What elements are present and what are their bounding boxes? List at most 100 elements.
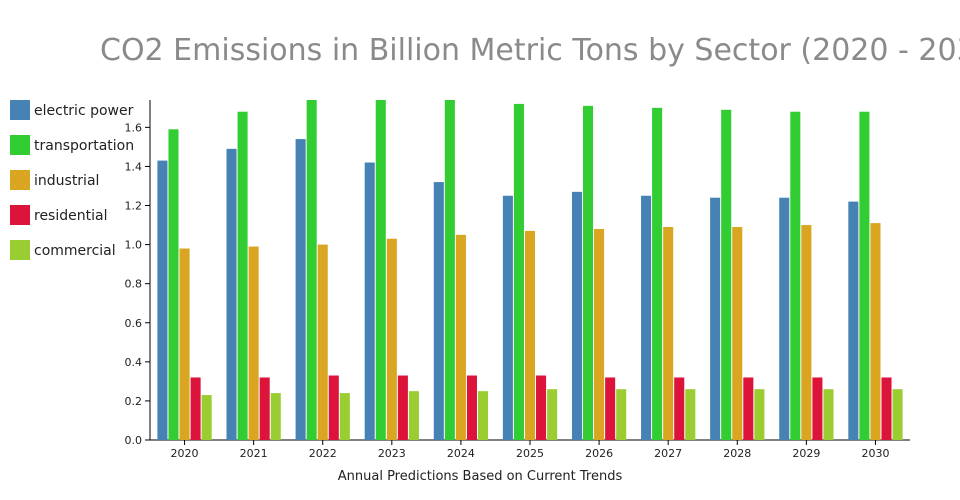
y-tick-label: 0.4 (125, 356, 143, 369)
y-tick-label: 0.6 (125, 317, 143, 330)
bar[interactable] (571, 191, 583, 440)
legend-label: electric power (34, 103, 134, 119)
bar[interactable] (732, 227, 743, 440)
bar[interactable] (754, 389, 765, 440)
x-tick-label: 2025 (516, 447, 544, 460)
legend-label: residential (34, 208, 107, 224)
legend-label: transportation (34, 138, 134, 154)
x-tick-label: 2023 (378, 447, 406, 460)
bar[interactable] (859, 111, 870, 441)
bar[interactable] (408, 391, 419, 440)
series-residential (190, 375, 892, 440)
y-tick-label: 0.8 (125, 278, 143, 291)
bar[interactable] (306, 100, 317, 440)
series-transportation (168, 100, 870, 441)
bar[interactable] (270, 393, 281, 440)
bar[interactable] (444, 100, 455, 440)
legend-item[interactable]: electric power (10, 100, 134, 120)
bar[interactable] (848, 201, 859, 440)
series-industrial (179, 223, 881, 440)
legend-swatch (10, 205, 30, 225)
bar[interactable] (201, 395, 212, 440)
bar[interactable] (881, 377, 892, 440)
bar[interactable] (226, 148, 237, 440)
bar[interactable] (721, 109, 732, 441)
bar[interactable] (168, 129, 179, 440)
bar[interactable] (179, 248, 190, 440)
legend-label: commercial (34, 243, 116, 259)
bar[interactable] (328, 375, 339, 440)
bar[interactable] (375, 100, 386, 440)
bar[interactable] (812, 377, 823, 440)
x-tick-label: 2020 (171, 447, 199, 460)
bar[interactable] (892, 389, 903, 440)
bar[interactable] (605, 377, 616, 440)
legend-swatch (10, 170, 30, 190)
bar[interactable] (547, 389, 558, 440)
bar[interactable] (779, 197, 790, 440)
bar[interactable] (674, 377, 685, 440)
x-tick-label: 2022 (309, 447, 337, 460)
bar[interactable] (386, 238, 397, 440)
bar[interactable] (652, 107, 663, 440)
bar[interactable] (524, 230, 536, 440)
bar[interactable] (594, 228, 605, 440)
series-commercial (201, 389, 903, 440)
x-tick-label: 2029 (792, 447, 820, 460)
bar[interactable] (455, 234, 466, 440)
legend-item[interactable]: commercial (10, 240, 116, 260)
bar[interactable] (685, 389, 696, 440)
bar[interactable] (466, 375, 477, 440)
bar[interactable] (190, 377, 201, 440)
bar[interactable] (870, 223, 881, 440)
bar[interactable] (433, 182, 444, 440)
bar[interactable] (502, 195, 513, 440)
legend-label: industrial (34, 173, 99, 189)
bar[interactable] (364, 162, 375, 440)
y-tick-label: 1.0 (125, 239, 143, 252)
bar[interactable] (790, 111, 801, 441)
bar[interactable] (536, 375, 547, 440)
bar[interactable] (237, 111, 248, 441)
bars (157, 100, 903, 441)
bar[interactable] (616, 389, 627, 440)
y-tick-label: 1.4 (125, 160, 143, 173)
bar[interactable] (743, 377, 754, 440)
bar[interactable] (823, 389, 834, 440)
y-axis: 0.0 0.2 0.4 0.6 0.8 1.0 1.2 1.4 1.6 (125, 100, 151, 447)
y-tick-label: 0.0 (125, 434, 143, 447)
bar[interactable] (513, 103, 524, 440)
legend-item[interactable]: residential (10, 205, 107, 225)
bar[interactable] (259, 377, 270, 440)
legend-item[interactable]: transportation (10, 135, 134, 155)
x-axis: 2020 2021 2022 2023 2024 2025 2026 2027 2028 2029… (150, 439, 910, 460)
bar[interactable] (317, 244, 328, 440)
x-tick-label: 2028 (723, 447, 751, 460)
bar[interactable] (339, 393, 350, 440)
x-axis-title: Annual Predictions Based on Current Tren… (338, 469, 623, 484)
legend: electric power transportation industrial re… (10, 100, 134, 260)
bar[interactable] (295, 139, 306, 441)
y-tick-label: 0.2 (125, 395, 143, 408)
bar[interactable] (710, 197, 721, 440)
x-tick-label: 2024 (447, 447, 475, 460)
x-tick-label: 2030 (861, 447, 889, 460)
bar[interactable] (801, 225, 812, 440)
y-tick-label: 1.2 (125, 200, 143, 213)
bar[interactable] (397, 375, 408, 440)
bar[interactable] (583, 105, 594, 441)
x-tick-label: 2027 (654, 447, 682, 460)
legend-item[interactable]: industrial (10, 170, 99, 190)
bar[interactable] (248, 246, 259, 440)
x-tick-label: 2026 (585, 447, 613, 460)
bar[interactable] (663, 227, 674, 440)
legend-swatch (10, 135, 30, 155)
bar[interactable] (477, 391, 489, 440)
bar[interactable] (641, 195, 652, 440)
x-tick-label: 2021 (240, 447, 268, 460)
legend-swatch (10, 100, 30, 120)
y-tick-label: 1.6 (125, 121, 143, 134)
chart-title: CO2 Emissions in Billion Metric Tons by … (100, 33, 960, 68)
bar[interactable] (157, 160, 168, 440)
